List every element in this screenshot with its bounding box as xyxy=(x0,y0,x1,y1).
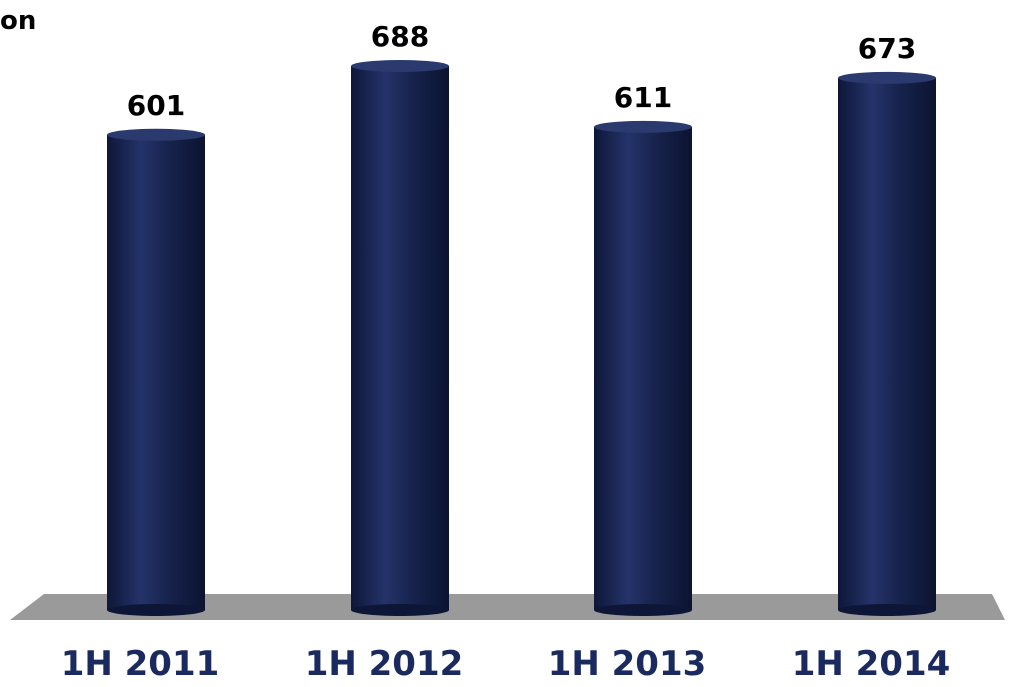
truncated-title-fragment: on xyxy=(0,6,37,36)
bar xyxy=(838,71,936,616)
x-tick-label: 1H 2012 xyxy=(305,644,464,684)
x-tick-label: 1H 2011 xyxy=(61,644,220,684)
bar-top xyxy=(351,60,449,72)
bar-base xyxy=(107,604,205,616)
x-tick-label: 1H 2013 xyxy=(548,644,707,684)
data-label: 601 xyxy=(127,89,185,122)
bar-body xyxy=(351,66,449,610)
x-tick-label: 1H 2014 xyxy=(792,644,951,684)
bar-body xyxy=(838,77,936,610)
bar-top xyxy=(107,128,205,141)
bar xyxy=(107,128,205,616)
bar-body xyxy=(594,126,692,610)
bar-top xyxy=(838,71,936,84)
chart-floor xyxy=(10,594,1005,620)
bar xyxy=(351,60,449,616)
data-label: 611 xyxy=(614,81,672,114)
bar-base xyxy=(838,604,936,616)
data-label: 688 xyxy=(371,20,429,53)
bar xyxy=(594,120,692,616)
data-label: 673 xyxy=(858,32,916,65)
bar-body xyxy=(107,134,205,610)
bar-top xyxy=(594,120,692,133)
bar-base xyxy=(594,604,692,616)
bar-base xyxy=(351,604,449,616)
